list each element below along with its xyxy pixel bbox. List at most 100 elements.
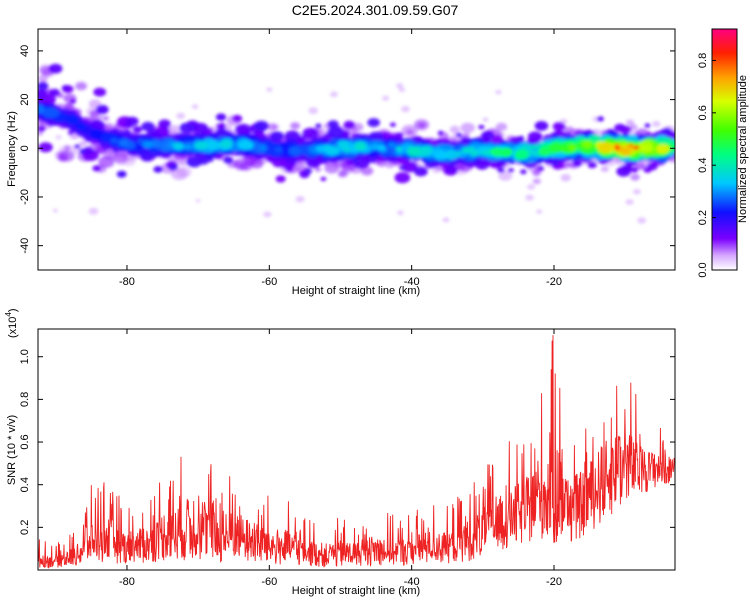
spectrogram-xtick-label: -40 [404, 276, 420, 288]
snr-scale-prefix: (x10 [7, 317, 19, 338]
spectrogram-cell [396, 83, 404, 89]
spectrogram-cell [600, 166, 609, 173]
spectrogram-cell [259, 145, 267, 150]
spectrogram-ytick-label: 20 [19, 93, 31, 105]
spectrogram-cell [598, 142, 613, 153]
spectrogram-cell [638, 144, 646, 150]
spectrogram-cell [572, 159, 583, 167]
spectrogram-cell [437, 130, 444, 135]
spectrogram-cell [241, 141, 254, 150]
spectrogram-ytick-label: 40 [19, 45, 31, 57]
snr-ylabel: SNR (10 * v/v) [6, 415, 18, 485]
spectrogram-cell [460, 122, 475, 133]
spectrogram-cell [527, 184, 536, 190]
spectrogram-cell [158, 119, 171, 129]
spectrogram-cell [176, 112, 186, 120]
spectrogram-cell [387, 142, 396, 149]
spectrogram-cell [76, 123, 86, 131]
spectrogram-cell [314, 166, 322, 172]
spectrogram-cell [58, 150, 75, 162]
spectrogram-cell [446, 165, 456, 173]
spectrogram-cell [500, 147, 513, 157]
spectrogram-cell [249, 158, 264, 169]
snr-ytick-label: 1.0 [19, 349, 31, 364]
spectrogram-cell [172, 142, 184, 150]
spectrogram-cell [343, 147, 351, 153]
spectrogram-cell [48, 63, 63, 74]
spectrogram-cell [389, 122, 396, 127]
spectrogram-cell [327, 120, 339, 129]
spectrogram-cell [407, 147, 421, 157]
snr-frame [37, 328, 676, 571]
spectrogram-cell [492, 135, 504, 144]
spectrogram-cell [233, 158, 250, 170]
spectrogram-cell [38, 125, 46, 132]
snr-ytick-label: 0.8 [19, 392, 31, 407]
snr-xtick-label: -60 [261, 576, 277, 588]
snr-scale-suffix: ) [7, 308, 19, 312]
spectrogram-cell [552, 122, 566, 131]
snr-scale-exponent: 4 [4, 312, 13, 317]
spectrogram-cell [141, 121, 155, 132]
spectrogram-cell [270, 131, 284, 142]
spectrogram-cell [306, 157, 321, 168]
spectrogram-cell [398, 87, 406, 93]
spectrogram-cell [613, 145, 621, 151]
spectrogram-cell [414, 166, 428, 177]
spectrogram-cell [330, 91, 338, 98]
spectrogram-cell [514, 149, 529, 160]
spectrogram-cell [295, 196, 305, 203]
snr-xtick-label: -80 [119, 576, 135, 588]
snr-ytick-label: 0.4 [19, 477, 31, 492]
spectrogram-cell [625, 199, 634, 205]
spectrogram-cell [370, 144, 380, 150]
spectrogram-cell [644, 123, 651, 128]
spectrogram-cell [629, 124, 638, 130]
spectrogram-cell [568, 145, 577, 151]
spectrogram-cell [394, 172, 411, 184]
snr-xlabel: Height of straight line (km) [292, 585, 420, 597]
spectrogram-cell [215, 113, 227, 121]
spectrogram-cell [290, 122, 301, 130]
spectrogram-cell [587, 161, 597, 169]
spectrogram-y-axis: -40 -20 0 20 40 [19, 45, 675, 254]
spectrogram-cell [64, 102, 74, 110]
spectrogram-cell [168, 163, 178, 171]
spectrogram-cell [436, 139, 443, 145]
spectrogram-cell [49, 88, 60, 97]
spectrogram-cell [38, 131, 43, 136]
spectrogram-cell [630, 173, 640, 181]
spectrogram-cell [206, 156, 214, 162]
spectrogram-cell [614, 123, 626, 132]
colorbar-tick-label: 0.4 [697, 158, 709, 173]
spectrogram-cell [55, 134, 62, 140]
spectrogram-cell [88, 207, 99, 215]
spectrogram-cell [527, 131, 543, 142]
spectrogram-cell [478, 124, 485, 130]
spectrogram-cell [495, 90, 502, 95]
spectrogram-cell [360, 166, 374, 176]
spectrogram-cell [275, 175, 286, 183]
spectrogram-xtick-label: -80 [119, 276, 135, 288]
spectrogram-cell [95, 104, 109, 115]
spectrogram-cell [507, 168, 514, 173]
snr-xtick-label: -20 [546, 576, 562, 588]
spectrogram-cell [558, 145, 569, 153]
spectrogram-cell [455, 132, 462, 138]
spectrogram-heatmap [38, 63, 675, 224]
spectrogram-cell [303, 168, 313, 174]
colorbar-tick-label: 0.0 [697, 262, 709, 277]
spectrogram-cell [539, 147, 551, 156]
spectrogram-ytick-label: -20 [19, 189, 31, 205]
spectrogram-xlabel: Height of straight line (km) [292, 285, 420, 297]
spectrogram-cell [186, 156, 202, 168]
spectrogram-cell [171, 168, 188, 180]
spectrogram-cell [495, 122, 508, 131]
spectrogram-cell [418, 122, 426, 128]
spectrogram-cell [206, 140, 221, 151]
spectrogram-cell [267, 123, 278, 131]
spectrogram-cell [78, 140, 88, 147]
spectrogram-cell [596, 116, 605, 122]
spectrogram-cell [61, 85, 70, 91]
